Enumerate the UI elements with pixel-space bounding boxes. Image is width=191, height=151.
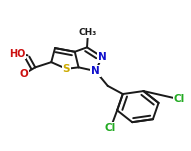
Text: N: N: [91, 66, 100, 76]
Text: N: N: [98, 52, 106, 62]
Text: S: S: [63, 64, 70, 74]
Text: O: O: [20, 69, 28, 79]
Text: HO: HO: [9, 49, 25, 59]
Text: Cl: Cl: [105, 123, 116, 133]
Text: Cl: Cl: [174, 94, 185, 104]
Text: CH₃: CH₃: [79, 28, 97, 37]
